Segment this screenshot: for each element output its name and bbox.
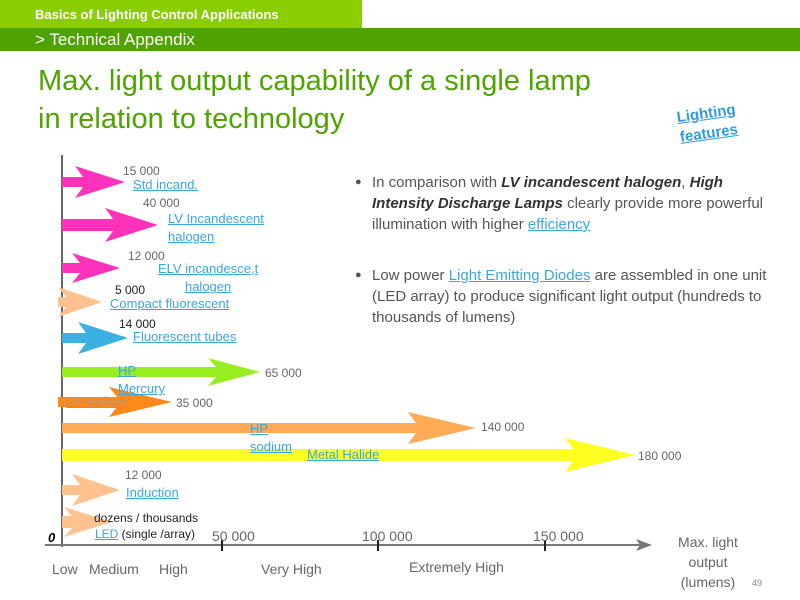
text: In comparison with — [372, 174, 502, 191]
bullet-led: ● Low power Light Emitting Diodes are as… — [355, 265, 775, 328]
lamp-link-line: halogen — [168, 229, 215, 244]
lamp-value: dozens / thousands — [94, 511, 199, 525]
arrow-hp — [62, 358, 260, 386]
lamp-value: 14 000 — [119, 317, 156, 331]
lamp-value: 15 000 — [123, 164, 160, 178]
text: are assembled in one unit (LED array) to… — [372, 267, 767, 326]
lamp-link-line: LV Incandescent — [168, 211, 264, 226]
lamp-value: 5 000 — [115, 283, 146, 297]
slide-title: Max. light output capability of a single… — [38, 62, 591, 138]
lamp-link-induction[interactable]: Induction — [126, 485, 179, 500]
arrow-led — [62, 507, 112, 537]
tick-label: 150 000 — [533, 528, 584, 544]
course-banner: Basics of Lighting Control Applications — [0, 0, 362, 28]
arrow-metal-halide — [62, 438, 635, 472]
lamp-link-line: HP — [118, 363, 137, 378]
lamp-link-line: halogen — [184, 279, 232, 294]
page-number: 49 — [752, 578, 763, 588]
section-title: > Technical Appendix — [35, 30, 195, 49]
title-line2: in relation to technology — [38, 103, 345, 135]
lamp-link-line: Mercury — [118, 381, 165, 396]
lamp-link-compact-fluorescent[interactable]: Compact fluorescent — [110, 296, 230, 311]
tick-label: 50 000 — [212, 528, 255, 544]
category-extremely-high: Extremely High — [409, 559, 504, 575]
lamp-value: 40 000 — [143, 196, 180, 210]
led-link[interactable]: Light Emitting Diodes — [448, 267, 591, 284]
efficiency-link[interactable]: efficiency — [527, 216, 591, 233]
lamp-value: 140 000 — [481, 420, 525, 434]
text: Low power — [372, 267, 449, 284]
text: , — [681, 174, 690, 191]
arrow-induction — [62, 474, 120, 506]
bullet-icon: ● — [355, 176, 362, 188]
lamp-link-line: HP — [250, 421, 269, 436]
lamp-value: 35 000 — [176, 396, 213, 410]
axis-arrowhead — [636, 539, 652, 551]
lamp-value: 65 000 — [265, 366, 302, 380]
axis-origin: 0 — [48, 530, 56, 545]
section-banner: > Technical Appendix — [0, 28, 800, 51]
category-low: Low — [52, 561, 78, 577]
lamp-value: 12 000 — [128, 249, 165, 263]
arrow-std-incand- — [62, 166, 125, 198]
axis-title-line: Max. light — [678, 534, 738, 550]
emphasis: LV incandescent halogen — [501, 174, 682, 191]
led-label: LED (single /array) — [95, 525, 195, 543]
arrow-elv-incandesce-t — [62, 253, 120, 283]
lamp-link-line: sodium — [250, 439, 292, 454]
arrow-compact-fluorescent — [58, 287, 102, 317]
lamp-link-std-incand[interactable]: Std incand. — [133, 177, 199, 192]
bullet-icon: ● — [355, 269, 362, 281]
lamp-link-line: ELV incandesce,t — [158, 261, 259, 276]
lamp-link-lv-halogen[interactable]: LV Incandescent halogen — [168, 210, 264, 246]
category-medium: Medium — [89, 561, 139, 577]
arrow-lp-sodium — [58, 387, 172, 417]
category-high: High — [159, 561, 188, 577]
bullet-text: In comparison with LV incandescent halog… — [372, 172, 775, 235]
lamp-link-metal-halide[interactable]: Metal Halide — [307, 447, 380, 462]
arrow-lv-incandescent — [62, 208, 158, 242]
axis-title: Max. light output (lumens) — [665, 532, 751, 592]
category-very-high: Very High — [261, 561, 322, 577]
lamp-link-fluorescent-tubes[interactable]: Fluorescent tubes — [133, 329, 237, 344]
course-title: Basics of Lighting Control Applications — [35, 7, 279, 22]
lamp-link-lp-sodium[interactable]: LP sodium — [66, 394, 128, 409]
title-line1: Max. light output capability of a single… — [38, 65, 591, 97]
axis-title-line: (lumens) — [680, 574, 736, 590]
arrow-fluorescent-tubes — [62, 322, 128, 354]
text: clearly provide more powerful illuminati… — [372, 195, 763, 233]
arrow-hp — [62, 412, 476, 444]
lamp-link-hp-sodium[interactable]: HP sodium — [250, 420, 292, 456]
lamp-link-led[interactable]: LED — [95, 527, 119, 541]
axis-title-line: output — [688, 554, 728, 570]
bullet-text: Low power Light Emitting Diodes are asse… — [372, 265, 775, 328]
bullet-hid: ● In comparison with LV incandescent hal… — [355, 172, 775, 235]
tick-label: 100 000 — [362, 528, 413, 544]
lamp-value: 180 000 — [638, 449, 682, 463]
lamp-value: 12 000 — [125, 468, 162, 482]
led-suffix: (single /array) — [118, 527, 196, 541]
lamp-link-hp-mercury[interactable]: HP Mercury — [118, 362, 165, 398]
lamp-link-elv-halogen[interactable]: ELV incandesce,t halogen — [158, 260, 258, 296]
emphasis: High Intensity Discharge Lamps — [372, 174, 723, 212]
